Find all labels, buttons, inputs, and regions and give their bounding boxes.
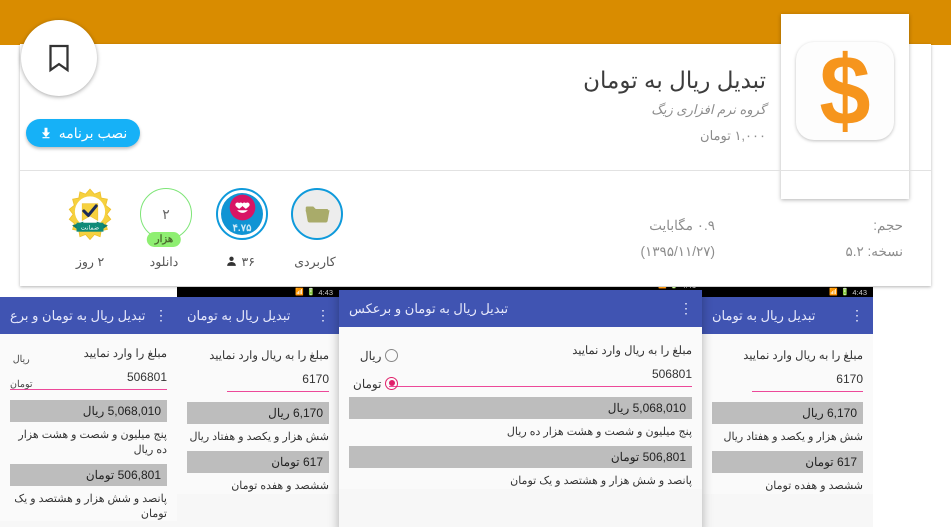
svg-text:ضمانت: ضمانت bbox=[81, 224, 99, 231]
